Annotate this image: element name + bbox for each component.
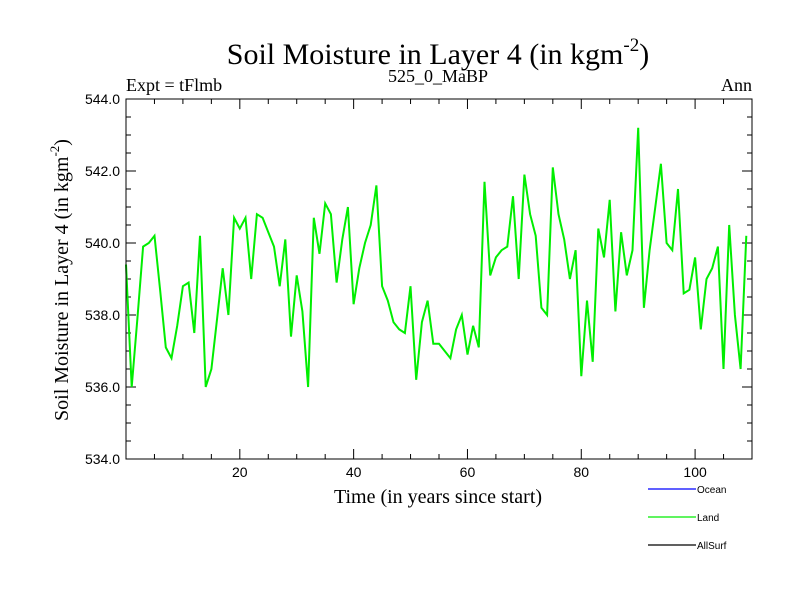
- legend-label-ocean: Ocean: [697, 485, 726, 496]
- subtitle-left: Expt = tFlmb: [126, 75, 222, 95]
- y-tick-label: 544.0: [85, 91, 120, 107]
- subtitle-right: Ann: [721, 75, 752, 95]
- y-tick-label: 540.0: [85, 235, 120, 251]
- chart-title-text: Soil Moisture in Layer 4 (in kgm: [227, 38, 624, 71]
- series-layer: [125, 127, 748, 388]
- chart-title: Soil Moisture in Layer 4 (in kgm-2): [227, 35, 649, 71]
- y-axis-label-close: ): [51, 139, 73, 146]
- series-line-land: [125, 127, 748, 388]
- x-tick-label: 40: [346, 464, 362, 480]
- y-tick-label: 538.0: [85, 307, 120, 323]
- y-axis-label-text: Soil Moisture in Layer 4 (in kgm: [51, 156, 73, 421]
- y-axis-label-sup: -2: [47, 146, 62, 157]
- chart-title-sup: -2: [623, 35, 639, 56]
- x-tick-label: 20: [232, 464, 248, 480]
- subtitle-center: 525_0_MaBP: [388, 66, 488, 86]
- legend: Ocean Land AllSurf: [648, 485, 727, 552]
- chart-title-close: ): [639, 38, 649, 71]
- legend-label-allsurf: AllSurf: [697, 541, 727, 552]
- legend-label-land: Land: [697, 513, 719, 524]
- plot-frame: [125, 98, 753, 460]
- x-tick-label: 100: [683, 464, 707, 480]
- y-tick-label: 534.0: [85, 451, 120, 467]
- y-tick-label: 542.0: [85, 163, 120, 179]
- x-axis-label: Time (in years since start): [334, 486, 542, 508]
- y-tick-label: 536.0: [85, 379, 120, 395]
- y-axis-label: Soil Moisture in Layer 4 (in kgm-2): [47, 139, 73, 421]
- x-tick-label: 80: [573, 464, 589, 480]
- x-tick-label: 60: [460, 464, 476, 480]
